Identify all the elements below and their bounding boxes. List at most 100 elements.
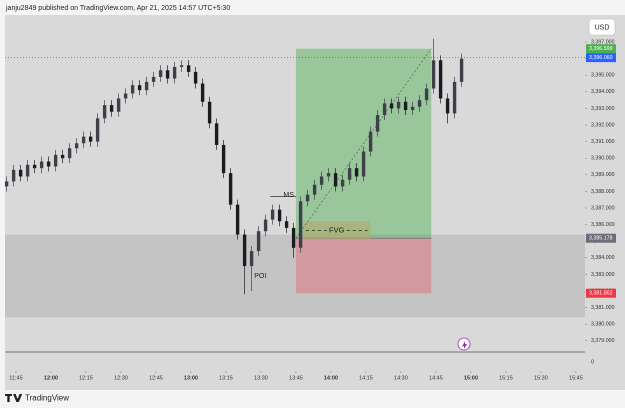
- currency-button[interactable]: [588, 18, 616, 36]
- candle-body: [333, 173, 338, 187]
- y-tick-label: 3,392.000: [591, 122, 615, 128]
- candle-body: [235, 204, 240, 235]
- candle-body: [207, 101, 212, 124]
- candle-body: [417, 100, 422, 107]
- x-tick-label: 12:00: [44, 375, 58, 381]
- candle-body: [263, 219, 268, 232]
- candle-body: [46, 161, 51, 167]
- poi-zone: [5, 234, 585, 318]
- x-tick-label: 13:00: [184, 375, 198, 381]
- candle-body: [382, 103, 387, 116]
- candle-body: [354, 168, 359, 177]
- candle-body: [11, 169, 16, 182]
- candle-body: [375, 115, 380, 132]
- candle-body: [326, 173, 331, 177]
- x-tick-label: 12:15: [79, 375, 93, 381]
- loss-zone: [295, 238, 432, 294]
- entry-label-box: [586, 233, 616, 243]
- candle-body: [277, 209, 282, 222]
- candle-body: [130, 85, 135, 94]
- candle-body: [74, 143, 79, 149]
- y-tick-label: 3,379.000: [591, 338, 615, 344]
- target-label-box: [586, 44, 616, 54]
- candle-body: [102, 105, 107, 119]
- candle-body: [438, 60, 443, 99]
- time-axis-area: [5, 355, 585, 390]
- fvg-zone: [302, 221, 371, 240]
- target-label-text: 3,396.599: [589, 46, 613, 52]
- candle-body: [305, 194, 310, 202]
- candle-body: [214, 123, 219, 145]
- y-tick-label: 3,391.000: [591, 139, 615, 145]
- y-tick-label: 3,394.000: [591, 89, 615, 95]
- candle-body: [67, 148, 72, 159]
- emoji-glyph: [462, 341, 467, 349]
- x-tick-label: 13:30: [254, 375, 268, 381]
- footer-brand: TradingView: [25, 394, 69, 403]
- candle-body: [95, 118, 100, 142]
- y-tick-label: 3,387.000: [591, 205, 615, 211]
- candle-body: [459, 58, 464, 82]
- trade-path: [295, 48, 432, 239]
- volume-tick-label: 0: [591, 359, 594, 365]
- candle-body: [424, 88, 429, 101]
- candle-body: [270, 209, 275, 220]
- x-tick-label: 12:45: [149, 375, 163, 381]
- y-tick-label: 3,380.000: [591, 322, 615, 328]
- y-tick-label: 3,383.000: [591, 272, 615, 278]
- candle-body: [88, 136, 93, 142]
- candle-body: [53, 154, 58, 167]
- candle-body: [116, 98, 121, 112]
- x-tick-label: 14:45: [429, 375, 443, 381]
- candle-body: [368, 131, 373, 152]
- x-tick-label: 15:30: [534, 375, 548, 381]
- candle-body: [4, 181, 9, 187]
- candle-body: [39, 161, 44, 169]
- candle-body: [403, 101, 408, 111]
- y-tick-label: 3,388.000: [591, 189, 615, 195]
- candle-body: [109, 105, 114, 112]
- candle-body: [249, 251, 254, 267]
- stop-label-text: 3,381.862: [589, 291, 613, 297]
- candle-body: [389, 103, 394, 109]
- y-tick-label: 3,393.000: [591, 106, 615, 112]
- candle-body: [123, 93, 128, 99]
- candle-body: [284, 221, 289, 228]
- candle-body: [172, 66, 177, 79]
- y-tick-label: 3,395.000: [591, 73, 615, 79]
- tv-logo: [5, 394, 23, 402]
- candle-body: [256, 231, 261, 252]
- candle-body: [144, 81, 149, 91]
- candle-body: [319, 176, 324, 185]
- x-tick-label: 15:00: [464, 375, 478, 381]
- candle-body: [186, 65, 191, 72]
- x-tick-label: 15:45: [569, 375, 583, 381]
- y-tick-label: 3,386.000: [591, 222, 615, 228]
- y-tick-label: 3,390.000: [591, 156, 615, 162]
- candle-body: [221, 144, 226, 174]
- price-axis-area: [585, 15, 625, 390]
- candle-body: [431, 60, 436, 89]
- candle-body: [200, 83, 205, 102]
- candle-body: [158, 70, 163, 77]
- fvg-label: FVG: [329, 225, 345, 234]
- currency-label: USD: [595, 24, 610, 31]
- candle-body: [361, 151, 366, 177]
- entry-label-text: 3,385.178: [589, 236, 613, 242]
- candle-body: [81, 136, 86, 144]
- ms-label: MS: [283, 192, 294, 199]
- candle-body: [396, 101, 401, 109]
- x-tick-label: 13:15: [219, 375, 233, 381]
- candle-body: [347, 168, 352, 180]
- candle-body: [60, 154, 65, 159]
- candle-body: [179, 65, 184, 67]
- candle-body: [32, 164, 37, 169]
- x-tick-label: 14:00: [324, 375, 338, 381]
- x-tick-label: 13:45: [289, 375, 303, 381]
- candle-body: [445, 98, 450, 114]
- x-tick-label: 11:45: [9, 375, 22, 381]
- candle-body: [193, 71, 198, 84]
